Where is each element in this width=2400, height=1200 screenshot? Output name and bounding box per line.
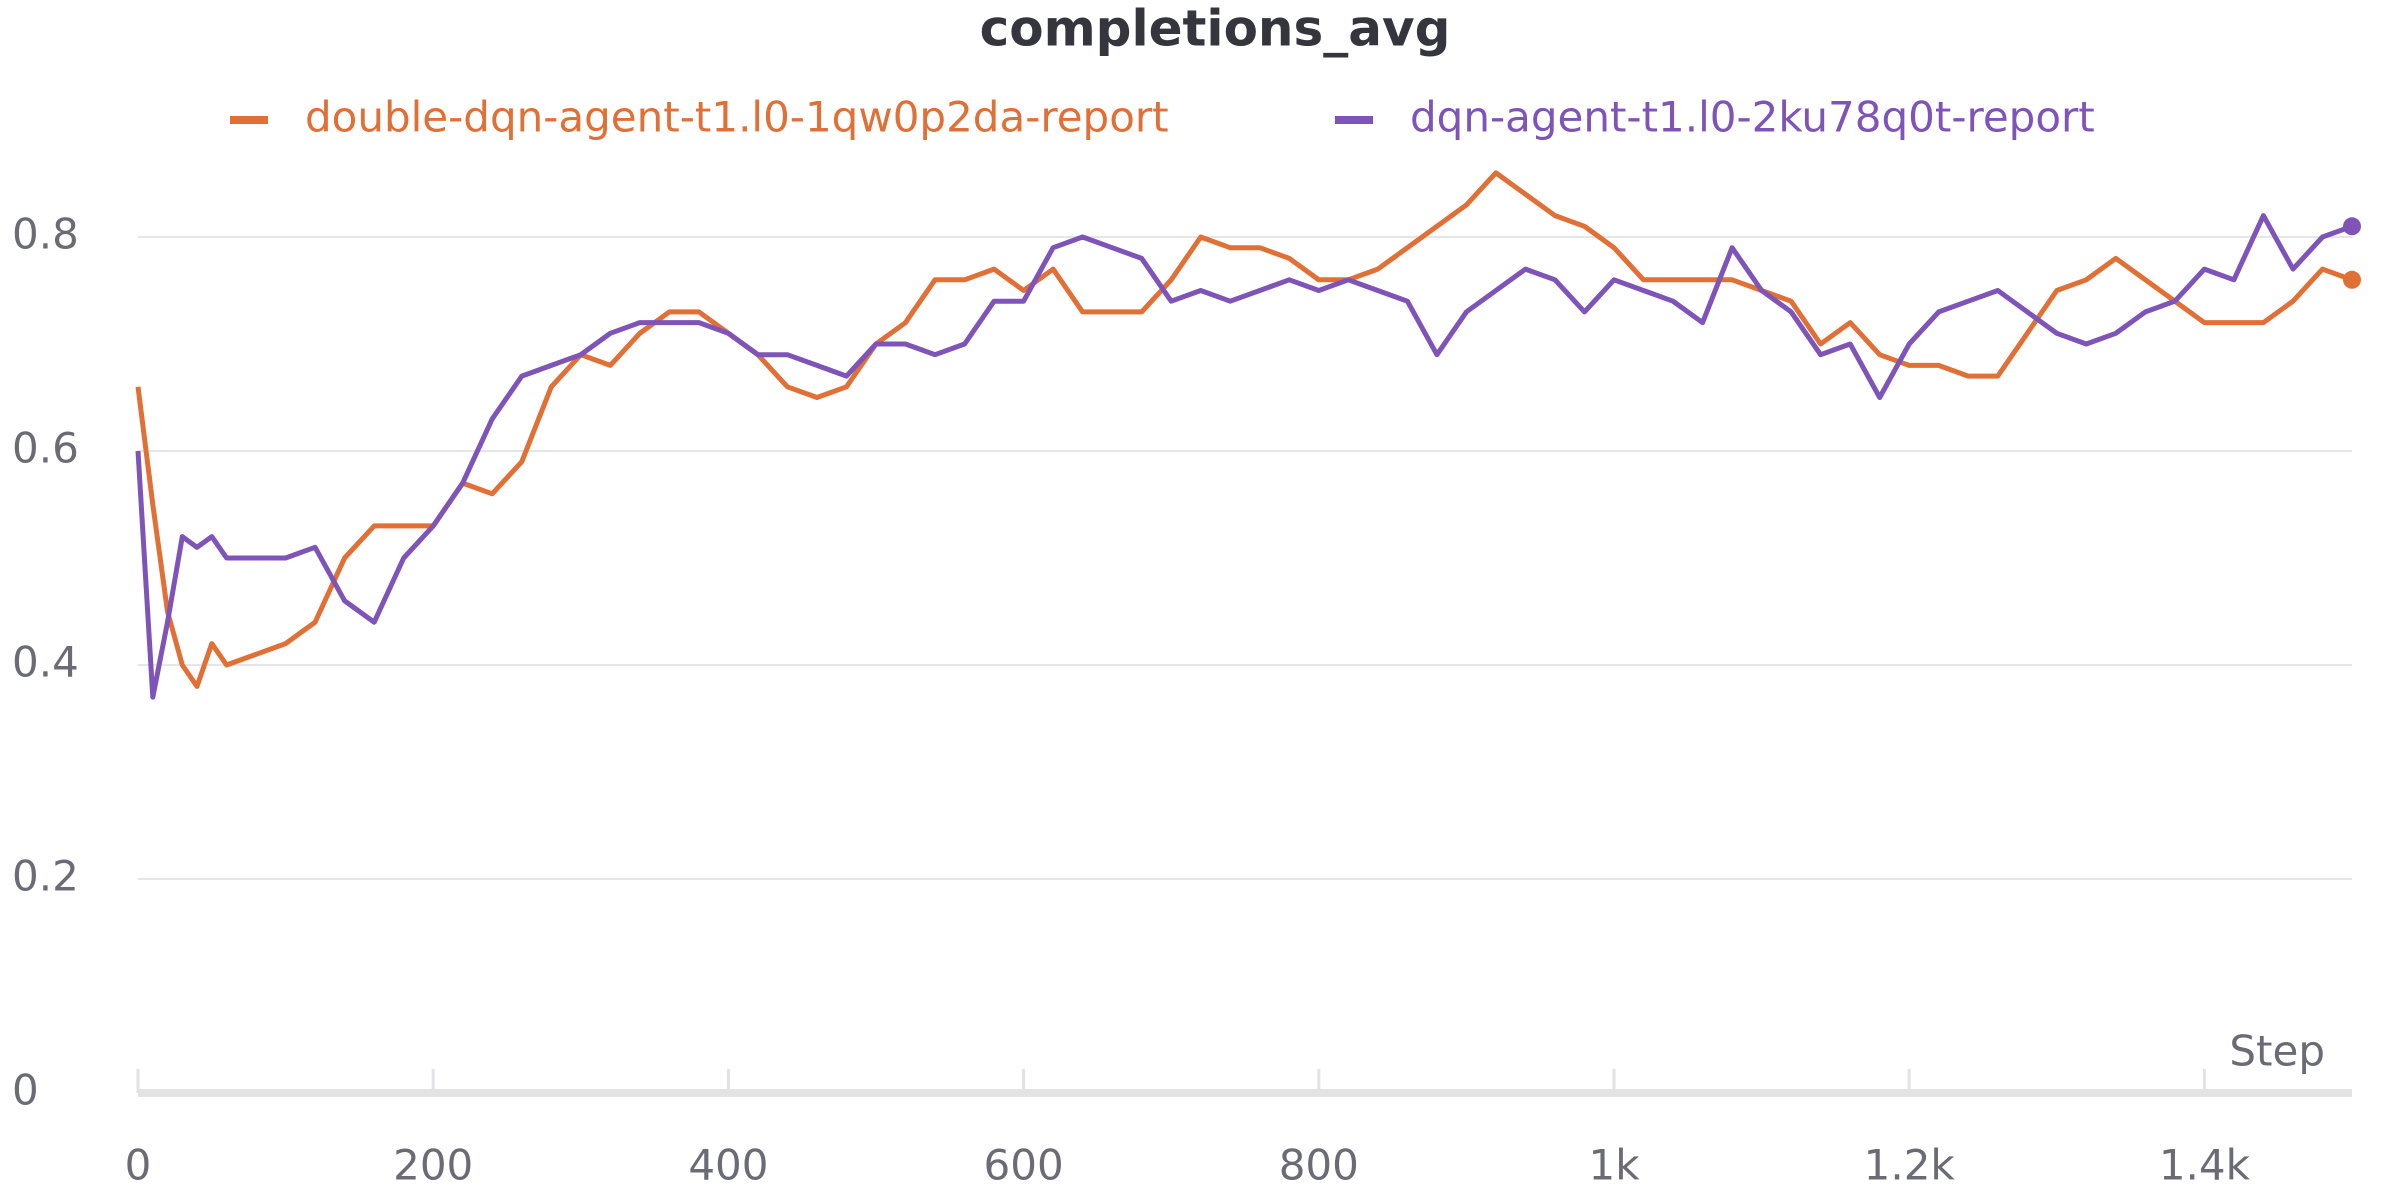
y-tick-label: 0.8: [12, 210, 79, 259]
y-tick-label: 0.6: [12, 424, 79, 473]
x-tick-label: 400: [688, 1141, 768, 1190]
end-point: [2343, 217, 2361, 236]
legend-label: dqn-agent-t1.l0-2ku78q0t-report: [1410, 93, 2095, 142]
series-line: [135, 170, 2353, 689]
x-tick-label: 1k: [1588, 1141, 1640, 1190]
x-tick-label: 1.2k: [1864, 1141, 1956, 1190]
x-axis-label: Step: [2229, 1027, 2325, 1076]
y-tick-label: 0.4: [12, 638, 79, 687]
x-tick-label: 0: [125, 1141, 152, 1190]
y-tick-label: 0.2: [12, 852, 79, 901]
x-tick-label: 800: [1279, 1141, 1359, 1190]
x-tick-label: 200: [393, 1141, 473, 1190]
x-tick-label: 600: [984, 1141, 1064, 1190]
series-line: [135, 213, 2353, 700]
legend-label: double-dqn-agent-t1.l0-1qw0p2da-report: [305, 93, 1169, 142]
chart-title: completions_avg: [980, 0, 1451, 58]
x-tick-label: 1.4k: [2159, 1141, 2251, 1190]
y-tick-label: 0: [12, 1066, 39, 1115]
end-point: [2343, 270, 2361, 289]
